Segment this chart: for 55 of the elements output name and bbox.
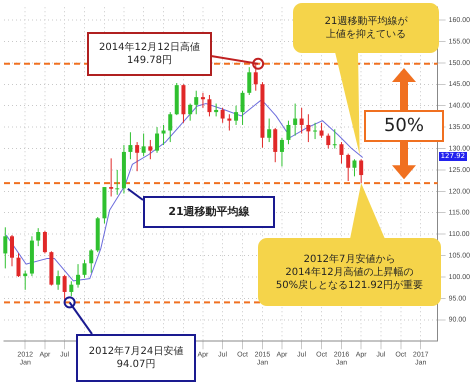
candlestick: [359, 158, 364, 184]
candlestick: [135, 142, 140, 172]
candlestick: [69, 280, 74, 297]
label-box: 50%: [364, 110, 444, 142]
annotation: 21週移動平均線が上値を抑えている: [324, 15, 408, 41]
candlestick: [82, 259, 87, 278]
candlestick: [115, 169, 120, 196]
candlestick: [220, 107, 225, 124]
candlestick: [128, 132, 132, 160]
candlestick: [240, 90, 245, 126]
candlestick: [168, 112, 172, 143]
candlestick: [155, 126, 160, 154]
candlestick: [89, 248, 94, 274]
candlestick: [247, 66, 252, 96]
candlestick: [148, 139, 152, 160]
candlestick: [16, 252, 21, 278]
label-box: 2014年12月12日高値 149.78円: [87, 32, 212, 76]
candlestick: [332, 128, 337, 150]
annotation: 2014年12月12日高値 149.78円: [99, 41, 200, 67]
candlestick: [293, 103, 298, 136]
candlestick: [339, 142, 344, 164]
candlestick: [36, 228, 40, 247]
annotation: 50%: [384, 114, 424, 138]
candlestick: [280, 137, 284, 167]
annotation: 2012年7月24日安値 94.07円: [88, 345, 184, 371]
candlestick: [300, 107, 304, 134]
candlestick: [3, 226, 8, 269]
candlestick: [320, 122, 324, 138]
candlestick: [200, 92, 205, 108]
candlestick: [207, 94, 212, 117]
candlestick: [346, 153, 350, 182]
candlestick: [234, 105, 238, 126]
candlestick: [142, 133, 146, 157]
candlestick: [10, 234, 14, 267]
candlestick: [227, 114, 232, 132]
label-box: 21週移動平均線: [143, 196, 275, 228]
candlestick: [286, 120, 290, 145]
candlestick: [352, 158, 356, 177]
candlestick: [306, 114, 310, 143]
candlestick: [214, 103, 218, 117]
candlestick: [76, 264, 80, 288]
candlestick: [194, 90, 198, 115]
candlestick: [254, 63, 258, 92]
label-box: 2012年7月24日安値 94.07円: [76, 334, 196, 382]
candlestick: [23, 270, 28, 290]
candlestick: [188, 103, 192, 122]
candlestick: [162, 124, 166, 146]
candlestick: [326, 133, 330, 150]
candlestick: [313, 122, 318, 140]
candlestick: [56, 270, 60, 290]
candlestick: [109, 158, 114, 197]
candlestick: [267, 118, 272, 143]
annotation: 2012年7月安値から 2014年12月高値の上昇幅の 50%戻しとなる121.92円が重要: [276, 252, 424, 292]
candlestick: [42, 230, 47, 254]
candlestick: [273, 127, 278, 163]
